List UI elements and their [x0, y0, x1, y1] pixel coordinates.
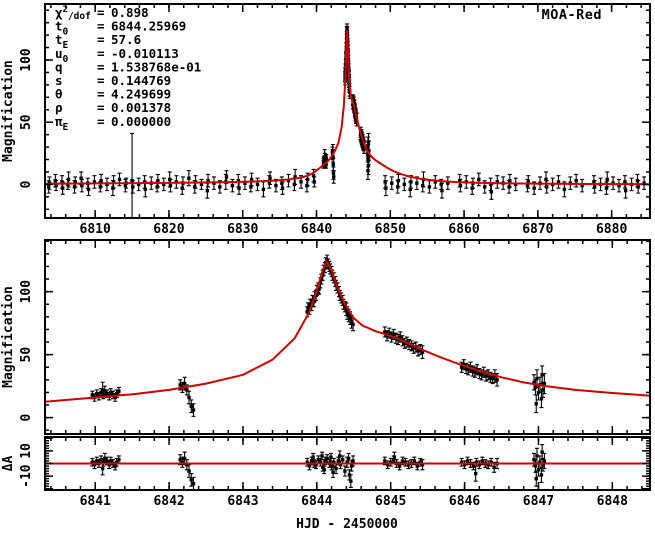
svg-text:10: 10 [19, 443, 34, 459]
fit-parameter-symbol: tE [55, 32, 69, 51]
svg-text:100: 100 [19, 48, 34, 72]
fit-parameter-symbol: q [55, 59, 63, 74]
svg-text:-10: -10 [19, 464, 34, 488]
model-curve [45, 259, 650, 403]
x-tick-labels: 6841 6842 6843 6844 6845 6846 6847 6848 [80, 494, 629, 509]
data-points [90, 254, 547, 417]
svg-text:100: 100 [19, 280, 34, 304]
svg-text:6844: 6844 [301, 494, 332, 509]
svg-text:50: 50 [19, 114, 34, 130]
fit-parameter-value: 1.538768e-01 [111, 59, 201, 74]
fit-parameters: χ2/dof = 0.898 t0 = 6844.25969 tE = 57.6 u0 = -0.01… [55, 5, 201, 133]
svg-text:6840: 6840 [301, 222, 332, 237]
fit-parameter-equals: = [97, 114, 105, 129]
fit-parameter-value: 57.6 [111, 32, 141, 47]
data-points [90, 444, 547, 490]
fit-parameter-equals: = [97, 59, 105, 74]
fit-parameter-value: 0.144769 [111, 73, 171, 88]
svg-text:6880: 6880 [596, 222, 627, 237]
fit-parameter-symbol: s [55, 73, 63, 88]
fit-parameter-value: 0.001378 [111, 100, 171, 115]
fit-parameter-equals: = [97, 5, 105, 20]
plot-frame [44, 239, 651, 435]
dataset-label: MOA-Red [542, 7, 602, 23]
fit-parameter-symbol: πE [55, 114, 69, 133]
svg-text:6846: 6846 [449, 494, 480, 509]
fit-parameter-equals: = [97, 100, 105, 115]
svg-text:6820: 6820 [153, 222, 184, 237]
fit-parameter-value: 6844.25969 [111, 19, 186, 34]
svg-text:6843: 6843 [227, 494, 258, 509]
panel-full-lightcurve: 6810 6820 6830 6840 6850 6860 6870 6880 0 50 100Ma… [1, 3, 651, 237]
svg-text:50: 50 [19, 347, 34, 363]
fit-parameter-equals: = [97, 32, 105, 47]
y-axis-label: Magnification [1, 286, 16, 388]
x-tick-labels: 6810 6820 6830 6840 6850 6860 6870 6880 [80, 222, 628, 237]
svg-text:6845: 6845 [375, 494, 406, 509]
svg-text:6848: 6848 [597, 494, 628, 509]
svg-text:6830: 6830 [227, 222, 258, 237]
fit-parameter-equals: = [97, 19, 105, 34]
axis-ticks [45, 240, 650, 434]
svg-text:6842: 6842 [153, 494, 184, 509]
x-axis-title: HJD - 2450000 [296, 517, 398, 532]
fit-parameter-symbol: θ [55, 87, 63, 102]
y-axis-label: ΔA [1, 456, 16, 472]
fit-parameter-equals: = [97, 87, 105, 102]
fit-parameter-symbol: t0 [55, 19, 69, 38]
fit-parameter-symbol: ρ [55, 100, 63, 115]
y-tick-labels: 0 50 100 [19, 280, 34, 422]
plot-frame [44, 436, 651, 491]
fit-parameter-equals: = [97, 73, 105, 88]
fit-parameter-equals: = [97, 46, 105, 61]
svg-text:6860: 6860 [448, 222, 479, 237]
model-curve [45, 30, 650, 186]
fit-parameter-value: 0.000000 [111, 114, 171, 129]
svg-text:6847: 6847 [523, 494, 554, 509]
svg-text:6850: 6850 [375, 222, 406, 237]
fit-parameter-value: 4.249699 [111, 87, 171, 102]
fit-parameter-symbol: χ2/dof [55, 5, 91, 22]
plot-frame [44, 3, 651, 219]
svg-text:6841: 6841 [80, 494, 111, 509]
fit-parameter-value: 0.898 [111, 5, 149, 20]
svg-text:6870: 6870 [522, 222, 553, 237]
y-axis-label: Magnification [1, 60, 16, 162]
y-tick-labels: 0 50 100 [19, 48, 34, 188]
svg-text:6810: 6810 [80, 222, 111, 237]
svg-text:0: 0 [19, 414, 34, 422]
fit-parameter-value: -0.010113 [111, 46, 179, 61]
fit-parameter-symbol: u0 [55, 46, 69, 65]
svg-text:0: 0 [19, 180, 34, 188]
